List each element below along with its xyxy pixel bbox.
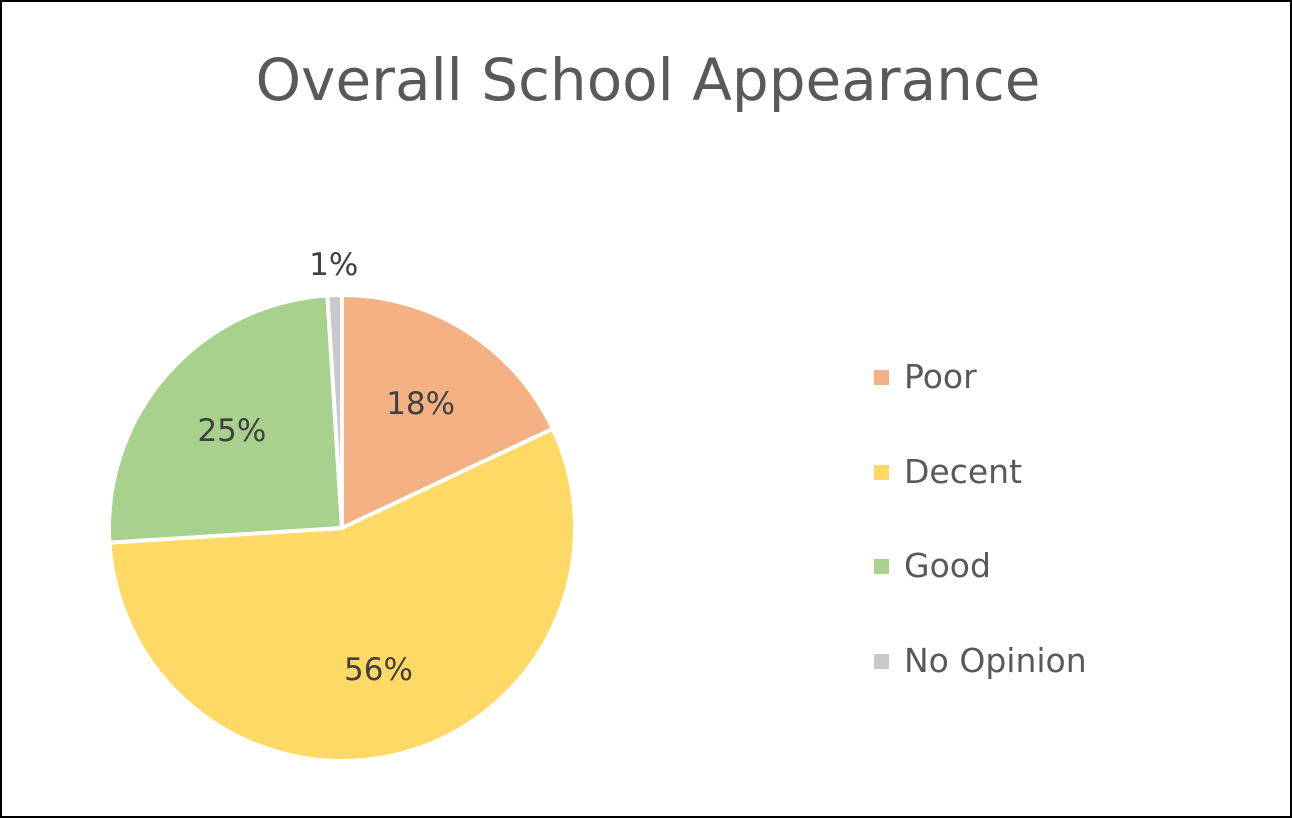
pie-slice-poor — [340, 293, 555, 530]
legend-swatch — [874, 653, 889, 669]
legend-label: Good — [904, 546, 991, 585]
legend-label: Decent — [904, 451, 1023, 491]
legend-swatch — [874, 464, 889, 480]
data-label-poor: 18% — [386, 386, 455, 422]
chart-title: Overall School Appearance — [255, 46, 1041, 114]
legend-label: No Opinion — [904, 640, 1087, 680]
legend-swatch — [874, 370, 889, 385]
pie-slice-decent — [107, 426, 577, 763]
legend-label: Poor — [904, 357, 977, 396]
pie-slice-good — [107, 293, 344, 545]
pie-slice-no-opinion — [325, 293, 344, 530]
legend: Poor Decent Good No Opinion — [874, 355, 1087, 733]
legend-swatch — [874, 559, 889, 574]
data-label-no-opinion: 1% — [309, 247, 358, 283]
legend-item-decent: Decent — [874, 450, 1087, 545]
legend-item-poor: Poor — [874, 355, 1087, 450]
legend-item-good: Good — [874, 544, 1087, 639]
legend-item-no-opinion: No Opinion — [874, 639, 1087, 734]
data-label-decent: 56% — [344, 652, 413, 688]
data-label-good: 25% — [197, 413, 266, 449]
